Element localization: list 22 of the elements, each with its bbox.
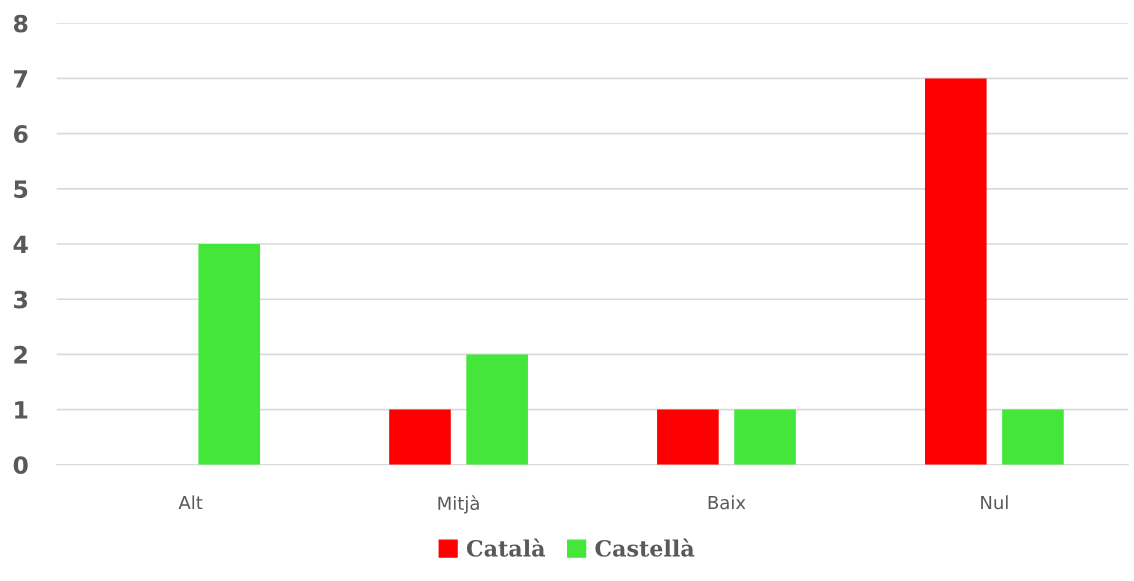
legend-label: Català <box>466 538 546 557</box>
bar <box>657 409 719 465</box>
y-tick-label: 5 <box>14 180 28 199</box>
bar <box>466 354 528 465</box>
legend-label: Castellà <box>595 538 695 557</box>
y-tick-label: 8 <box>13 14 28 33</box>
y-tick-label: 6 <box>13 125 28 143</box>
y-tick-label: 0 <box>13 456 28 475</box>
bar <box>734 409 796 465</box>
x-tick-label: Baix <box>708 495 746 510</box>
y-tick-label: 3 <box>14 290 28 309</box>
bar <box>1002 409 1064 465</box>
x-tick-label: Mitjà <box>438 495 479 514</box>
bar <box>924 78 987 465</box>
y-tick-label: 4 <box>13 235 28 253</box>
y-tick-label: 1 <box>15 401 28 419</box>
y-tick-label: 2 <box>14 345 27 364</box>
bar <box>389 409 451 465</box>
bar <box>198 244 261 465</box>
x-tick-label: Nul <box>981 495 1008 510</box>
y-tick-label: 7 <box>14 70 28 88</box>
x-tick-label: Alt <box>178 495 203 510</box>
